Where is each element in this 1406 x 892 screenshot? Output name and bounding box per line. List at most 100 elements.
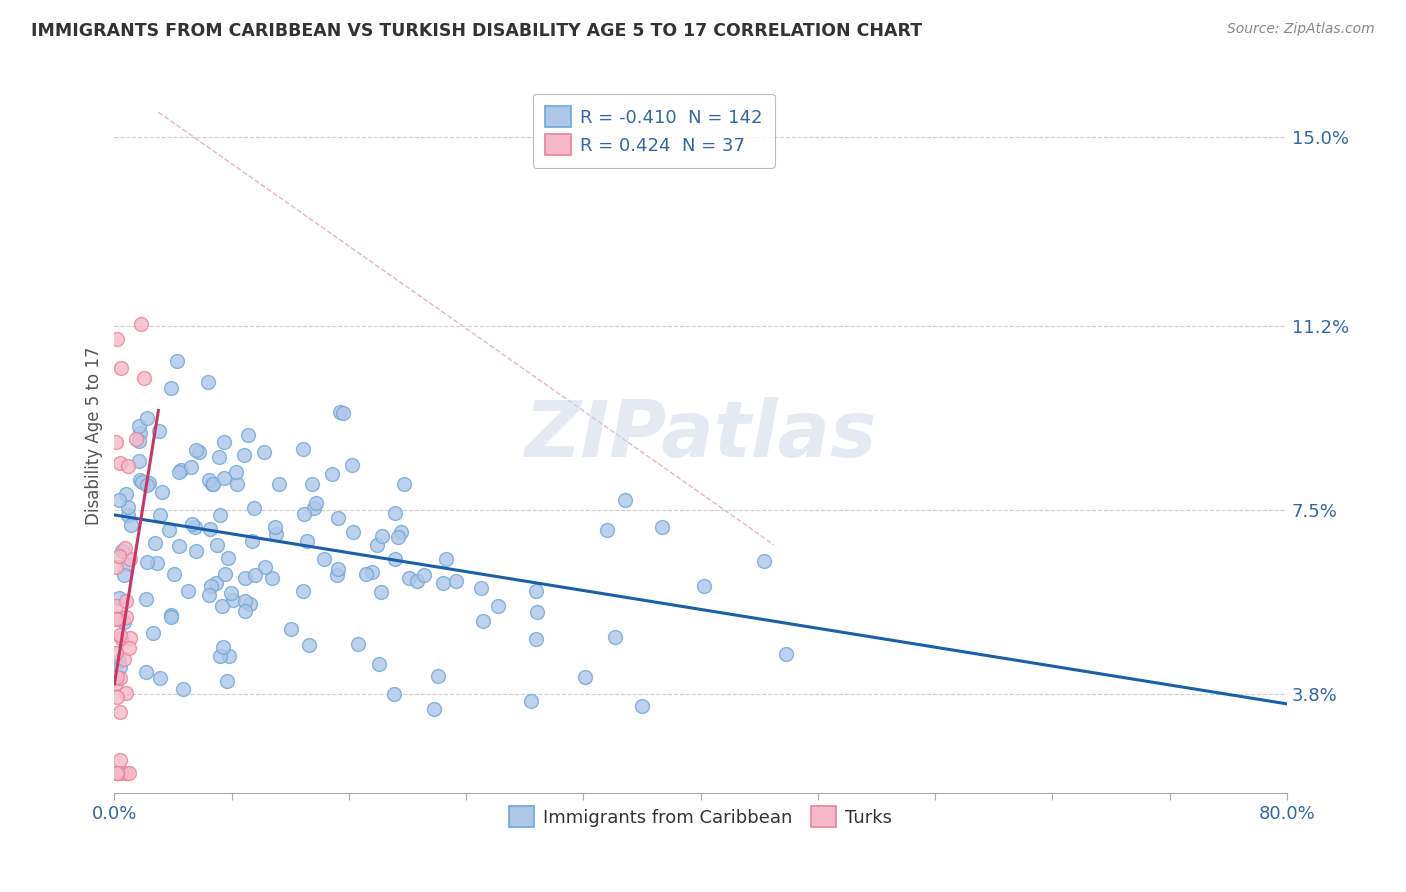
Point [329,405,352,419]
Point [160,381,183,395]
Point [135,665,157,679]
Point [301,477,323,491]
Point [212,435,235,450]
Point [149,671,172,685]
Point [105,766,128,780]
Point [651,519,673,533]
Point [471,614,494,628]
Point [108,549,131,563]
Point [382,687,405,701]
Point [332,406,354,420]
Point [387,530,409,544]
Point [197,375,219,389]
Y-axis label: Disability Age 5 to 17: Disability Age 5 to 17 [86,346,103,524]
Point [486,599,509,613]
Point [775,647,797,661]
Text: IMMIGRANTS FROM CARIBBEAN VS TURKISH DISABILITY AGE 5 TO 17 CORRELATION CHART: IMMIGRANTS FROM CARIBBEAN VS TURKISH DIS… [31,22,922,40]
Point [524,584,547,599]
Point [233,593,256,607]
Point [105,670,128,684]
Point [177,584,200,599]
Point [211,599,233,614]
Point [115,685,138,699]
Point [104,766,127,780]
Point [225,477,247,491]
Point [520,694,543,708]
Point [128,434,150,449]
Point [131,475,153,489]
Point [128,454,150,468]
Point [125,432,148,446]
Point [160,607,183,622]
Point [321,467,343,481]
Point [394,477,416,491]
Point [115,594,138,608]
Point [105,766,128,780]
Point [108,654,131,668]
Point [163,566,186,581]
Point [524,632,547,647]
Point [108,591,131,606]
Point [186,543,208,558]
Point [197,473,219,487]
Point [384,506,406,520]
Point [298,638,321,652]
Point [325,567,347,582]
Point [389,525,412,540]
Point [169,539,191,553]
Point [292,507,315,521]
Point [340,458,363,472]
Point [208,450,231,464]
Point [215,673,238,688]
Point [118,641,141,656]
Point [105,690,128,704]
Point [432,575,454,590]
Point [366,539,388,553]
Point [114,568,136,582]
Point [184,443,207,458]
Point [253,445,276,459]
Point [104,676,127,690]
Point [398,571,420,585]
Point [280,622,302,636]
Point [201,476,224,491]
Point [135,478,157,492]
Point [138,475,160,490]
Point [693,579,716,593]
Point [342,524,364,539]
Point [128,473,150,487]
Point [201,477,224,491]
Point [423,702,446,716]
Point [347,636,370,650]
Point [143,536,166,550]
Point [117,500,139,514]
Point [209,508,232,523]
Point [132,371,155,385]
Point [262,571,284,585]
Point [172,682,194,697]
Point [205,538,228,552]
Point [120,551,142,566]
Point [239,597,262,611]
Point [630,699,652,714]
Point [187,445,209,459]
Point [104,435,127,450]
Point [406,574,429,589]
Point [212,640,235,654]
Point [104,612,127,626]
Point [112,615,135,629]
Point [446,574,468,588]
Point [384,551,406,566]
Point [243,567,266,582]
Point [305,496,328,510]
Point [117,508,139,523]
Point [110,457,132,471]
Point [434,552,457,566]
Point [142,625,165,640]
Point [613,493,636,508]
Point [326,511,349,525]
Point [112,651,135,665]
Point [218,648,240,663]
Point [128,418,150,433]
Point [105,332,128,346]
